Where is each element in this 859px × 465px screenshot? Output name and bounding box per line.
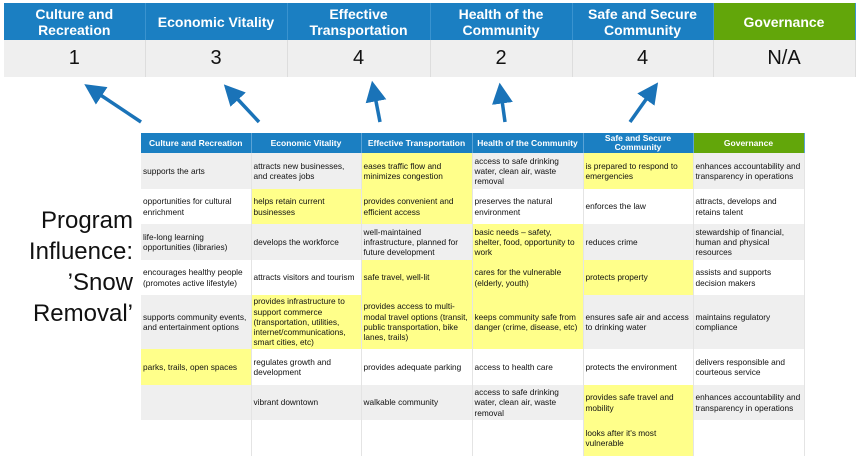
table-cell: helps retain current businesses — [251, 189, 362, 224]
summary-score: N/A — [713, 40, 856, 77]
table-cell: is prepared to respond to emergencies — [583, 153, 694, 189]
table-cell: enforces the law — [583, 189, 694, 224]
table-cell: parks, trails, open spaces — [141, 349, 252, 385]
table-cell — [251, 420, 362, 456]
table-cell: stewardship of financial, human and phys… — [693, 224, 805, 260]
label-line: ’Snow — [67, 269, 133, 296]
table-cell: preserves the natural environment — [472, 189, 584, 224]
arrow-economic — [223, 84, 261, 124]
summary-header: Effective Transportation — [287, 3, 431, 40]
table-cell: provides safe travel and mobility — [583, 385, 694, 420]
table-cell — [693, 420, 805, 456]
table-cell: access to safe drinking water, clean air… — [472, 153, 584, 189]
table-cell: provides adequate parking — [361, 349, 473, 385]
table-cell: develops the workforce — [251, 224, 362, 260]
detail-table: Culture and Recreation Economic Vitality E… — [141, 133, 805, 456]
table-cell: provides convenient and efficient access — [361, 189, 473, 224]
table-row: looks after it's most vulnerable — [141, 420, 805, 456]
table-cell — [141, 420, 252, 456]
table-cell: supports community events, and entertain… — [141, 295, 252, 349]
summary-score: 4 — [572, 40, 714, 77]
table-cell: safe travel, well-lit — [361, 260, 473, 295]
table-cell: maintains regulatory compliance — [693, 295, 805, 349]
table-cell: basic needs – safety, shelter, food, opp… — [472, 224, 584, 260]
table-cell: eases traffic flow and minimizes congest… — [361, 153, 473, 189]
table-row: life-long learning opportunities (librar… — [141, 224, 805, 260]
table-cell: walkable community — [361, 385, 473, 420]
table-row: supports the arts attracts new businesses… — [141, 153, 805, 189]
label-line: Removal’ — [32, 300, 133, 327]
table-cell: provides infrastructure to support comme… — [251, 295, 362, 349]
arrow-culture — [84, 84, 142, 124]
table-cell — [141, 385, 252, 420]
column-header: Effective Transportation — [361, 133, 473, 153]
column-header: Culture and Recreation — [141, 133, 252, 153]
summary-header: Culture and Recreation — [4, 3, 146, 40]
table-cell: reduces crime — [583, 224, 694, 260]
table-cell: well-maintained infrastructure, planned … — [361, 224, 473, 260]
summary-header: Governance — [713, 3, 856, 40]
column-header: Health of the Community — [472, 133, 584, 153]
arrow-transportation — [365, 80, 387, 123]
table-cell — [361, 420, 473, 456]
column-header: Safe and Secure Community — [583, 133, 694, 153]
table-cell: ensures safe air and access to drinking … — [583, 295, 694, 349]
summary-header: Safe and Secure Community — [572, 3, 714, 40]
column-header: Economic Vitality — [251, 133, 362, 153]
table-cell: supports the arts — [141, 153, 252, 189]
table-row: vibrant downtown walkable community access… — [141, 385, 805, 420]
table-cell — [472, 420, 584, 456]
table-row: supports community events, and entertain… — [141, 295, 805, 349]
label-line: Program — [40, 207, 133, 234]
table-cell: protects property — [583, 260, 694, 295]
column-header: Governance — [693, 133, 805, 153]
label-line: Influence: — [28, 238, 133, 265]
table-cell: opportunities for cultural enrichment — [141, 189, 252, 224]
table-cell: attracts visitors and tourism — [251, 260, 362, 295]
summary-score: 3 — [145, 40, 288, 77]
table-cell: vibrant downtown — [251, 385, 362, 420]
table-cell: assists and supports decision makers — [693, 260, 805, 295]
summary-header: Health of the Community — [430, 3, 573, 40]
table-cell: attracts, develops and retains talent — [693, 189, 805, 224]
table-cell: enhances accountability and transparency… — [693, 385, 805, 420]
summary-score-table: Culture and Recreation Economic Vitality E… — [4, 3, 856, 77]
table-cell: looks after it's most vulnerable — [583, 420, 694, 456]
program-influence-label: Program Influence: ’Snow Removal’ — [29, 205, 133, 329]
table-cell: protects the environment — [583, 349, 694, 385]
arrow-safe — [628, 82, 659, 124]
table-cell: keeps community safe from danger (crime,… — [472, 295, 584, 349]
summary-score: 1 — [4, 40, 146, 77]
table-row: encourages healthy people (promotes acti… — [141, 260, 805, 295]
table-cell: encourages healthy people (promotes acti… — [141, 260, 252, 295]
summary-header: Economic Vitality — [145, 3, 288, 40]
table-cell: enhances accountability and transparency… — [693, 153, 805, 189]
arrow-health — [492, 82, 513, 123]
summary-score: 2 — [430, 40, 573, 77]
summary-score: 4 — [287, 40, 431, 77]
table-cell: access to health care — [472, 349, 584, 385]
table-cell: access to safe drinking water, clean air… — [472, 385, 584, 420]
table-row: opportunities for cultural enrichment hel… — [141, 189, 805, 224]
table-row: parks, trails, open spaces regulates grow… — [141, 349, 805, 385]
table-cell: delivers responsible and courteous servi… — [693, 349, 805, 385]
table-cell: regulates growth and development — [251, 349, 362, 385]
table-cell: provides access to multi-modal travel op… — [361, 295, 473, 349]
table-cell: attracts new businesses, and creates job… — [251, 153, 362, 189]
table-cell: cares for the vulnerable (elderly, youth… — [472, 260, 584, 295]
table-cell: life-long learning opportunities (librar… — [141, 224, 252, 260]
